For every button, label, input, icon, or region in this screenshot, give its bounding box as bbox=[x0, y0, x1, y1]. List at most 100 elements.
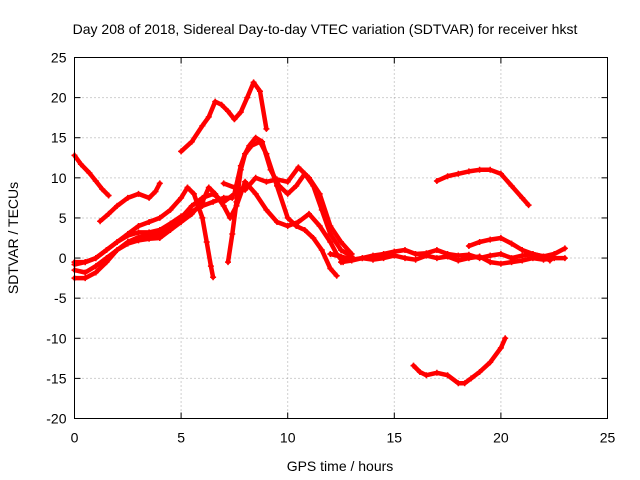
series-track-12 bbox=[433, 166, 532, 209]
data-point bbox=[327, 265, 334, 272]
data-point bbox=[250, 79, 257, 86]
data-point bbox=[259, 138, 266, 145]
data-point bbox=[244, 94, 251, 101]
data-point bbox=[310, 235, 317, 241]
data-point bbox=[487, 166, 494, 173]
data-point bbox=[338, 239, 344, 245]
data-point bbox=[82, 275, 89, 282]
series-track-7 bbox=[178, 79, 270, 155]
data-point bbox=[237, 109, 244, 116]
data-point bbox=[252, 134, 259, 141]
data-point bbox=[218, 101, 225, 108]
data-point bbox=[190, 190, 197, 197]
data-point bbox=[508, 182, 515, 189]
data-point bbox=[433, 369, 440, 376]
data-point bbox=[455, 257, 462, 264]
data-point bbox=[167, 206, 174, 213]
data-point bbox=[551, 255, 558, 262]
data-point bbox=[525, 202, 532, 209]
data-point bbox=[267, 166, 274, 173]
series-track-9 bbox=[220, 164, 355, 257]
data-point bbox=[284, 214, 291, 221]
data-point bbox=[225, 259, 231, 266]
y-axis-title: SDTVAR / TECUs bbox=[5, 182, 21, 294]
data-point bbox=[391, 252, 398, 259]
data-point bbox=[318, 247, 325, 253]
data-point bbox=[416, 369, 423, 375]
data-point bbox=[210, 274, 217, 281]
data-point bbox=[114, 202, 121, 209]
y-tick-label: 10 bbox=[51, 170, 67, 186]
data-point bbox=[423, 372, 430, 379]
data-point bbox=[156, 180, 163, 187]
data-point bbox=[263, 178, 270, 185]
data-point bbox=[306, 210, 312, 217]
x-tick-label: 0 bbox=[71, 430, 79, 446]
y-tick-label: 25 bbox=[51, 50, 67, 66]
data-point bbox=[263, 125, 270, 132]
data-point bbox=[135, 229, 142, 236]
data-point bbox=[487, 252, 494, 259]
data-point bbox=[203, 239, 210, 245]
data-point bbox=[92, 178, 99, 184]
data-point bbox=[178, 213, 185, 220]
data-point bbox=[529, 251, 536, 257]
series-track-6 bbox=[71, 194, 236, 266]
data-point bbox=[561, 245, 568, 252]
y-tick-label: -20 bbox=[46, 411, 66, 427]
data-point bbox=[212, 190, 219, 197]
data-point bbox=[246, 142, 253, 149]
data-point bbox=[199, 202, 206, 209]
data-point bbox=[92, 255, 99, 262]
data-point bbox=[231, 184, 238, 191]
series-track-13 bbox=[465, 235, 553, 264]
data-point bbox=[487, 236, 494, 243]
data-point bbox=[178, 148, 185, 155]
data-point bbox=[293, 182, 300, 189]
data-point bbox=[444, 372, 451, 379]
data-point bbox=[519, 247, 526, 253]
data-point bbox=[433, 247, 440, 253]
data-point bbox=[327, 231, 334, 237]
y-tick-label: 0 bbox=[59, 250, 67, 266]
data-point bbox=[205, 184, 212, 191]
series-layer bbox=[71, 79, 568, 387]
data-point bbox=[301, 227, 308, 233]
data-point bbox=[348, 257, 355, 264]
data-point bbox=[306, 174, 312, 181]
data-point bbox=[263, 206, 270, 213]
data-point bbox=[455, 170, 462, 177]
series-track-2 bbox=[97, 180, 163, 225]
y-tick-label: 5 bbox=[59, 210, 67, 226]
series-line bbox=[434, 167, 531, 208]
data-point bbox=[135, 223, 142, 229]
data-point bbox=[135, 190, 142, 197]
plot-frame bbox=[74, 57, 608, 419]
data-point bbox=[502, 335, 509, 342]
data-point bbox=[233, 198, 240, 205]
series-track-14 bbox=[410, 335, 509, 387]
data-point bbox=[274, 176, 280, 183]
ticks: 0 5 10 15 20 25 -20 -15 -10 -5 0 5 10 15 20 25 bbox=[46, 50, 615, 446]
data-point bbox=[227, 214, 234, 221]
data-point bbox=[229, 231, 236, 237]
series-track-11 bbox=[338, 252, 568, 267]
data-point bbox=[487, 259, 494, 266]
data-point bbox=[370, 256, 376, 263]
y-tick-label: -5 bbox=[54, 290, 67, 306]
data-point bbox=[433, 178, 440, 184]
data-point bbox=[152, 188, 159, 195]
x-tick-label: 5 bbox=[177, 430, 185, 446]
data-point bbox=[146, 194, 153, 201]
data-point bbox=[465, 168, 472, 175]
data-point bbox=[178, 194, 185, 201]
data-point bbox=[380, 255, 387, 262]
data-point bbox=[252, 174, 259, 181]
x-tick-label: 15 bbox=[387, 430, 403, 446]
data-point bbox=[220, 194, 227, 201]
data-point bbox=[338, 247, 344, 253]
data-point bbox=[508, 240, 515, 247]
data-point bbox=[284, 223, 291, 229]
